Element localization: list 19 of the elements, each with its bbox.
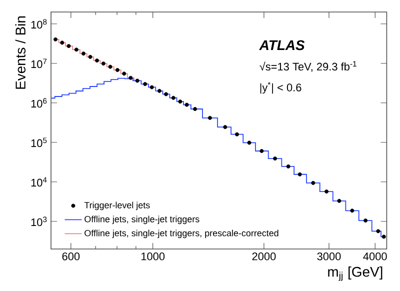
- x-tick-label: 1000: [141, 252, 165, 260]
- y-tick-label: 10$^{6}$: [31, 98, 47, 108]
- y-tick-label: 10$^{5}$: [31, 138, 47, 148]
- legend-label: Trigger-level jets: [84, 202, 150, 210]
- y-tick-label: 10$^{4}$: [31, 177, 47, 187]
- annotation: ATLAS: [259, 40, 305, 50]
- annotation: |y$^{*}$| < 0.6: [260, 82, 302, 94]
- y-tick-label: 10$^{8}$: [31, 19, 47, 29]
- x-axis-title: m$_{jj}$ [GeV]: [328, 266, 382, 281]
- x-tick-label: 4000: [363, 252, 387, 260]
- legend-label: Offline jets, single-jet triggers: [84, 216, 200, 224]
- x-tick-label: 2000: [252, 252, 276, 260]
- x-tick-label: 600: [62, 252, 80, 260]
- x-tick-label: 3000: [317, 252, 341, 260]
- y-tick-label: 10$^{7}$: [31, 58, 47, 68]
- legend-label: Offline jets, single-jet triggers, prescale-corrected: [84, 230, 278, 238]
- y-axis-title: Events / Bin: [15, 16, 26, 89]
- annotation: √s=13 TeV, 29.3 fb$^{-1}$: [260, 61, 356, 72]
- y-tick-label: 10$^{3}$: [31, 216, 47, 226]
